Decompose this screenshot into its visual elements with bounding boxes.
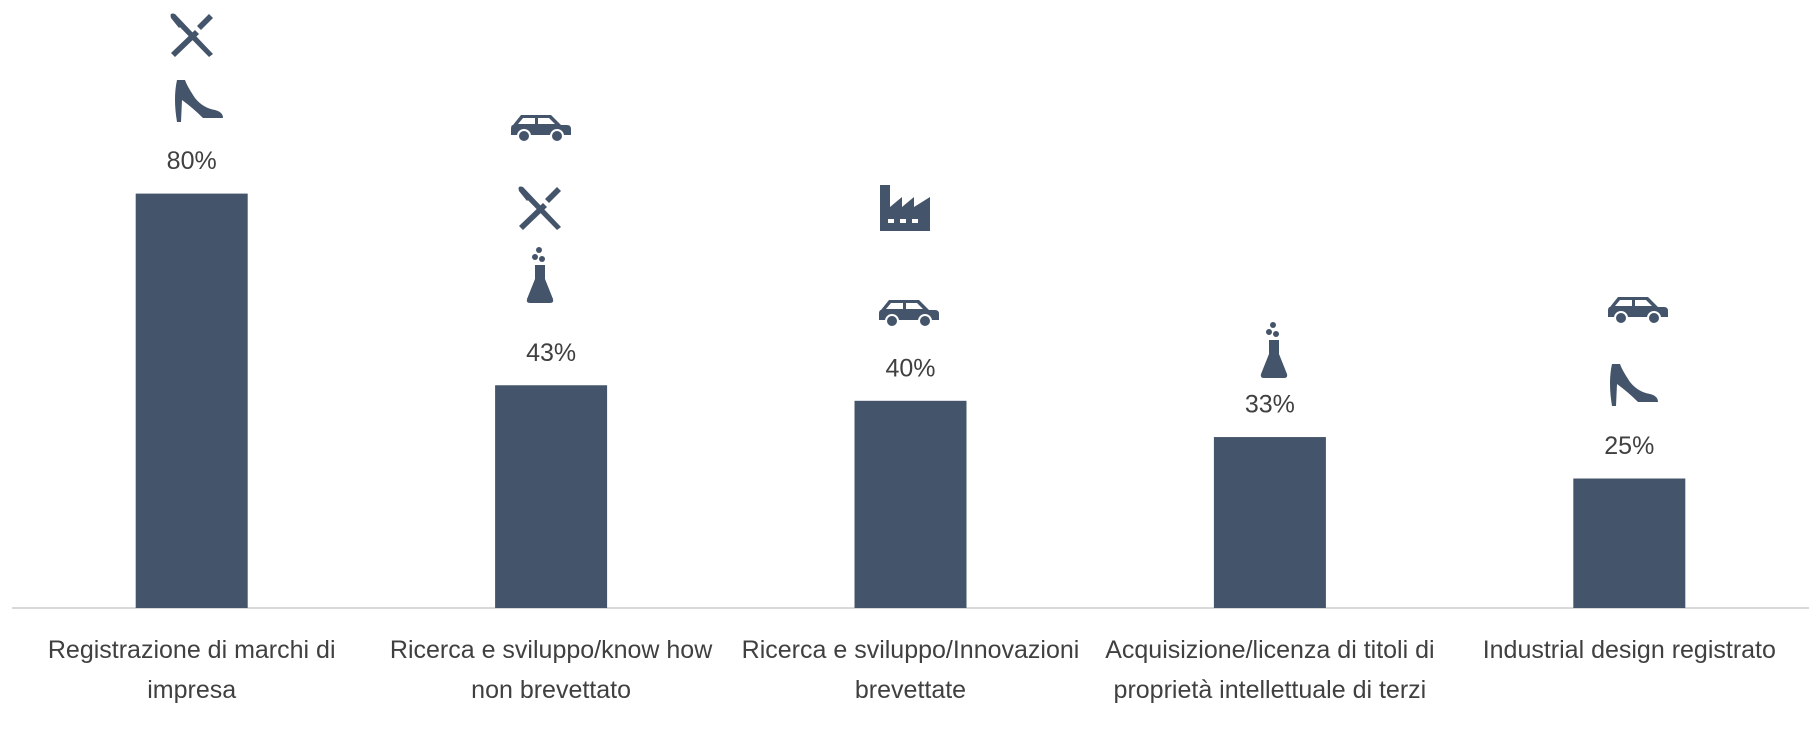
bar: [135, 193, 248, 608]
bar: [854, 400, 967, 608]
icon-flask: [526, 247, 554, 303]
icon-flask: [1260, 322, 1288, 378]
icon-heel: [175, 80, 223, 122]
data-label: 25%: [1604, 432, 1654, 460]
data-label: 33%: [1245, 391, 1295, 419]
icon-car: [1607, 296, 1668, 325]
bar: [1213, 437, 1326, 608]
bar: [1573, 478, 1686, 608]
icon-car: [878, 299, 939, 328]
data-label: 43%: [526, 339, 576, 367]
x-tick-label: Acquisizione/licenza di titoli di propri…: [1105, 636, 1435, 704]
data-label: 80%: [167, 147, 217, 175]
icon-car: [510, 114, 571, 143]
icon-cutlery: [518, 186, 561, 230]
icon-factory: [880, 185, 930, 231]
bar: [495, 385, 608, 608]
x-tick-label: Industrial design registrato: [1482, 636, 1776, 664]
icon-heel: [1610, 364, 1658, 406]
x-tick-label: Ricerca e sviluppo/know how non brevetta…: [389, 636, 713, 704]
icons: [170, 13, 1668, 406]
x-tick-label: Ricerca e sviluppo/Innovazioni brevettat…: [741, 636, 1080, 704]
icon-cutlery: [170, 13, 213, 57]
data-label: 40%: [885, 354, 935, 382]
x-tick-label: Registrazione di marchi di impresa: [47, 636, 336, 704]
